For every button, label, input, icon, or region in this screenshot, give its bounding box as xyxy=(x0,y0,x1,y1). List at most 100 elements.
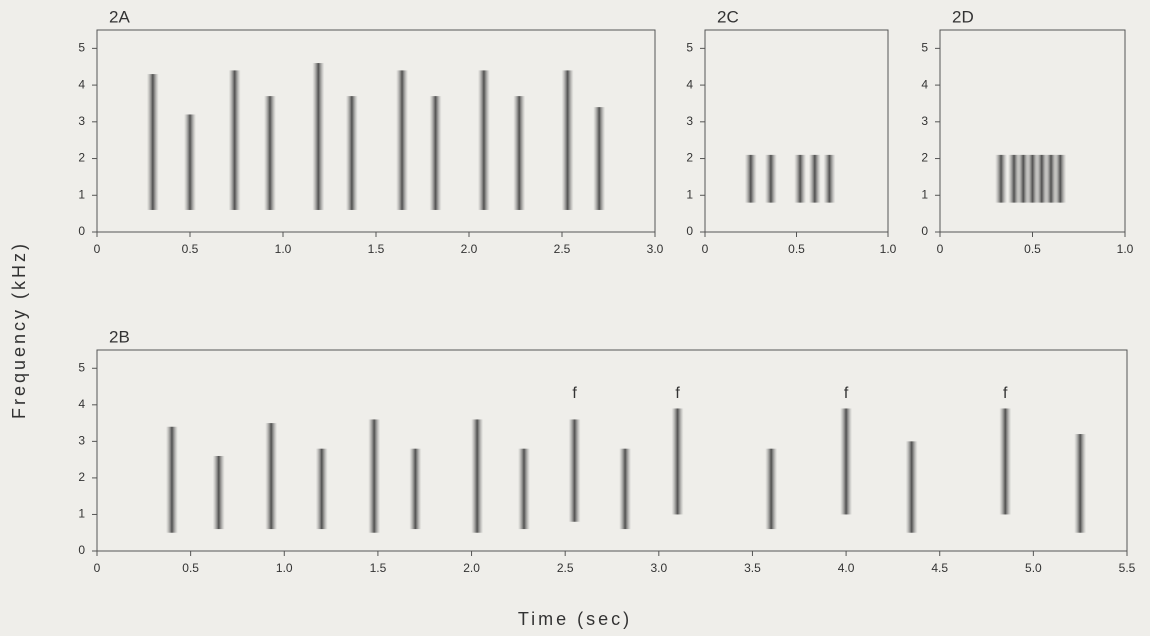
syllable xyxy=(315,448,328,530)
y-axis-label: Frequency (kHz) xyxy=(9,241,29,419)
syllable xyxy=(146,74,159,210)
x-tick-label: 1.0 xyxy=(275,242,292,256)
panel-label: 2C xyxy=(717,7,739,26)
x-tick-label: 4.0 xyxy=(838,561,855,575)
syllable xyxy=(513,96,526,210)
syllable xyxy=(471,419,484,533)
syllable xyxy=(265,423,278,530)
syllable xyxy=(1054,154,1067,203)
y-tick-label: 5 xyxy=(78,41,85,55)
syllable xyxy=(619,448,632,530)
y-tick-label: 5 xyxy=(78,360,85,374)
x-tick-label: 4.5 xyxy=(931,561,948,575)
plot-frame xyxy=(96,349,1128,552)
x-tick-label: 3.5 xyxy=(744,561,761,575)
y-tick-label: 1 xyxy=(78,507,85,521)
syllable xyxy=(368,419,381,533)
x-tick-label: 0 xyxy=(702,242,709,256)
syllable xyxy=(999,408,1012,515)
panel-label: 2A xyxy=(109,7,130,26)
panel-label: 2D xyxy=(952,7,974,26)
x-tick-label: 2.0 xyxy=(463,561,480,575)
syllable xyxy=(477,70,490,210)
syllable xyxy=(593,107,606,210)
syllable xyxy=(517,448,530,530)
x-tick-label: 1.0 xyxy=(276,561,293,575)
y-tick-label: 5 xyxy=(921,41,928,55)
syllable xyxy=(184,114,196,210)
y-tick-label: 2 xyxy=(686,151,693,165)
syllable xyxy=(1035,154,1048,203)
annotation: f xyxy=(1003,385,1008,402)
y-tick-label: 4 xyxy=(78,397,85,411)
y-tick-label: 2 xyxy=(921,151,928,165)
syllable xyxy=(744,154,757,203)
x-tick-label: 0 xyxy=(94,242,101,256)
y-tick-label: 2 xyxy=(78,470,85,484)
syllable xyxy=(165,426,178,533)
syllable xyxy=(764,154,777,203)
y-tick-label: 3 xyxy=(78,434,85,448)
syllable xyxy=(345,96,358,210)
syllable xyxy=(671,408,684,515)
syllable xyxy=(429,96,442,210)
syllable xyxy=(561,70,574,210)
y-tick-label: 1 xyxy=(686,187,693,201)
syllable xyxy=(765,448,778,530)
y-tick-label: 4 xyxy=(78,77,85,91)
y-tick-label: 1 xyxy=(921,187,928,201)
syllable xyxy=(808,154,821,203)
syllable xyxy=(905,441,918,533)
annotation: f xyxy=(572,385,577,402)
y-tick-label: 0 xyxy=(78,543,85,557)
x-axis-label: Time (sec) xyxy=(518,609,632,629)
x-tick-label: 1.5 xyxy=(370,561,387,575)
syllable xyxy=(1008,154,1020,203)
y-tick-label: 4 xyxy=(921,77,928,91)
annotation: f xyxy=(675,385,680,402)
y-tick-label: 3 xyxy=(921,114,928,128)
x-tick-label: 2.0 xyxy=(461,242,478,256)
syllable xyxy=(212,455,225,530)
x-tick-label: 3.0 xyxy=(647,242,664,256)
syllable xyxy=(840,408,853,515)
x-tick-label: 1.0 xyxy=(880,242,897,256)
y-tick-label: 0 xyxy=(921,224,928,238)
x-tick-label: 2.5 xyxy=(557,561,574,575)
annotation: f xyxy=(844,385,849,402)
syllable xyxy=(409,448,422,530)
x-tick-label: 0.5 xyxy=(788,242,805,256)
y-tick-label: 5 xyxy=(686,41,693,55)
x-tick-label: 1.0 xyxy=(1117,242,1134,256)
syllable xyxy=(312,63,325,210)
syllable xyxy=(794,154,807,203)
y-tick-label: 0 xyxy=(78,224,85,238)
x-tick-label: 5.5 xyxy=(1119,561,1136,575)
syllable xyxy=(263,96,276,210)
y-tick-label: 3 xyxy=(78,114,85,128)
x-tick-label: 5.0 xyxy=(1025,561,1042,575)
x-tick-label: 2.5 xyxy=(554,242,571,256)
y-tick-label: 3 xyxy=(686,114,693,128)
x-tick-label: 0.5 xyxy=(182,561,199,575)
syllable xyxy=(823,154,836,203)
syllable xyxy=(1026,154,1039,203)
y-tick-label: 4 xyxy=(686,77,693,91)
syllable xyxy=(396,70,409,210)
y-tick-label: 2 xyxy=(78,151,85,165)
syllable xyxy=(1074,434,1087,533)
x-tick-label: 0 xyxy=(94,561,101,575)
x-tick-label: 0 xyxy=(937,242,944,256)
y-tick-label: 1 xyxy=(78,187,85,201)
x-tick-label: 3.0 xyxy=(650,561,667,575)
syllable xyxy=(995,154,1008,203)
x-tick-label: 0.5 xyxy=(182,242,199,256)
syllable xyxy=(1045,154,1057,203)
x-tick-label: 0.5 xyxy=(1024,242,1041,256)
y-tick-label: 0 xyxy=(686,224,693,238)
syllable xyxy=(1017,154,1030,203)
panel-label: 2B xyxy=(109,327,130,346)
x-tick-label: 1.5 xyxy=(368,242,385,256)
syllable xyxy=(228,70,241,210)
